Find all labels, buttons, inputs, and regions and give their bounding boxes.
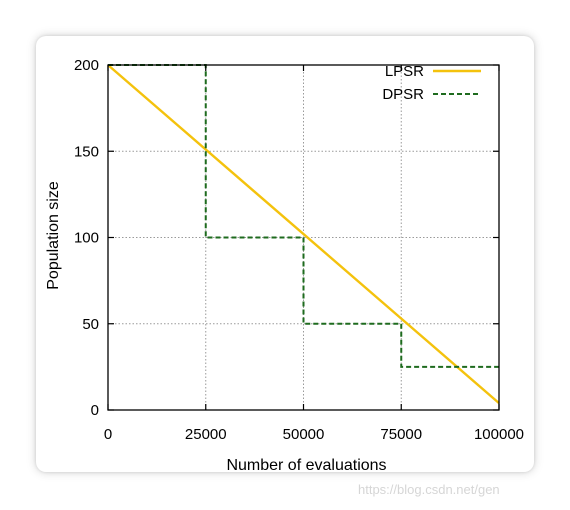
y-tick-label: 150: [74, 143, 99, 160]
line-chart: 0 25000 50000 75000 100000 0 50 100 150 200 Numbe…: [45, 57, 524, 474]
x-tick-label: 0: [104, 426, 112, 443]
x-tick-label: 25000: [185, 426, 227, 443]
y-tick-label: 100: [74, 230, 99, 247]
y-axis-title: Population size: [45, 181, 62, 290]
series-layer: [107, 64, 500, 405]
x-axis-title: Number of evaluations: [226, 457, 386, 474]
legend-label-dpsr: DPSR: [382, 86, 424, 103]
y-tick-label: 200: [74, 57, 99, 74]
watermark-text: https://blog.csdn.net/gen: [358, 482, 500, 497]
x-tick-label: 75000: [380, 426, 422, 443]
legend-label-lpsr: LPSR: [385, 63, 424, 80]
tick-layer: 0 25000 50000 75000 100000 0 50 100 150 200: [74, 57, 524, 443]
y-tick-label: 50: [82, 316, 99, 333]
series-line-lpsr: [107, 64, 500, 405]
y-tick-label: 0: [91, 402, 99, 419]
x-tick-label: 50000: [283, 426, 325, 443]
legend: LPSR DPSR: [382, 63, 481, 103]
chart-card: 0 25000 50000 75000 100000 0 50 100 150 200 Numbe…: [36, 36, 534, 474]
series-line-dpsr: [108, 64, 499, 368]
x-tick-label: 100000: [474, 426, 524, 443]
grid-layer: [108, 65, 499, 410]
